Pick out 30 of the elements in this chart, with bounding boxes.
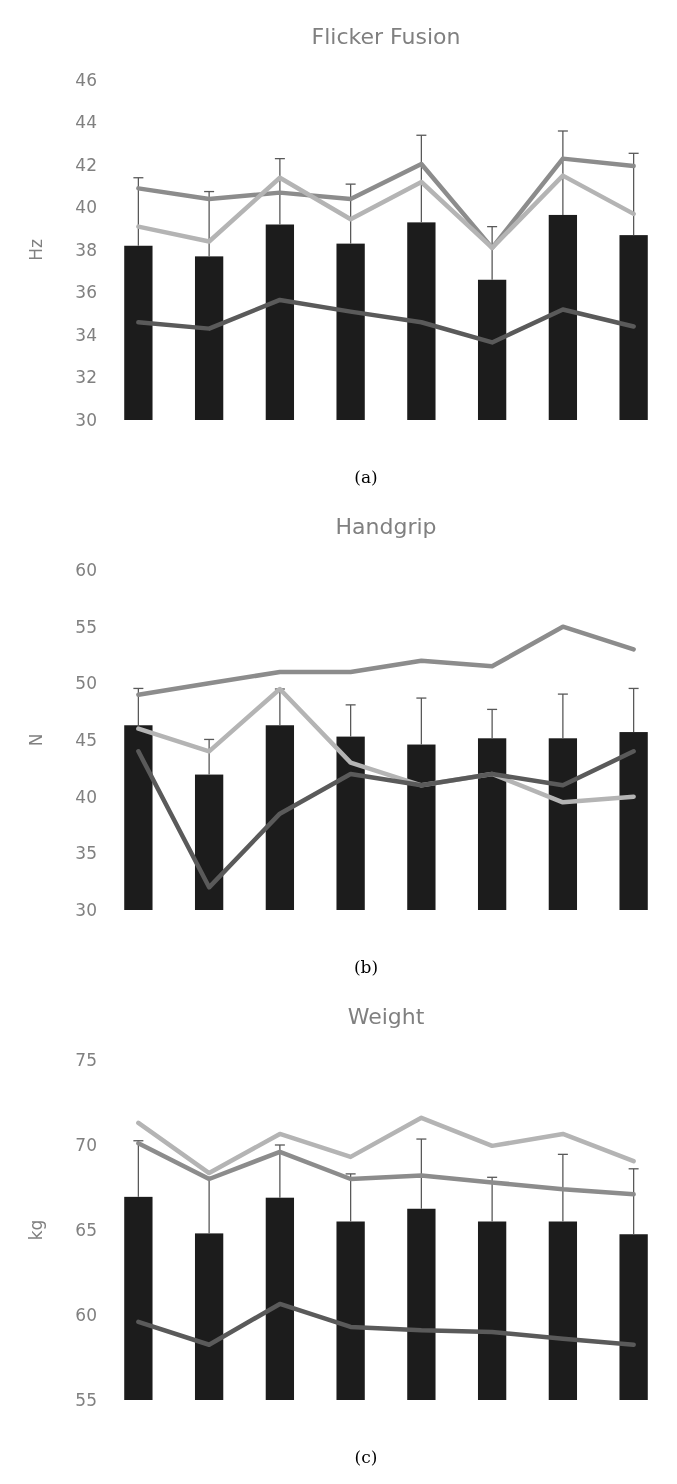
y-axis-title: N xyxy=(26,733,46,747)
chart-title: Flicker Fusion xyxy=(311,24,461,49)
chart-title: Weight xyxy=(347,1004,425,1029)
y-tick-label: 75 xyxy=(75,1049,97,1070)
y-axis-title: kg xyxy=(26,1219,46,1241)
y-tick-label: 34 xyxy=(75,324,97,345)
text: (c) xyxy=(354,1447,378,1467)
y-tick-label: 32 xyxy=(75,367,97,388)
chart-title: Handgrip xyxy=(335,514,437,539)
y-tick-label: 55 xyxy=(75,616,97,637)
y-tick-label: 65 xyxy=(75,1219,97,1240)
y-tick-label: 46 xyxy=(75,69,97,90)
y-tick-label: 40 xyxy=(75,786,97,807)
y-tick-label: 38 xyxy=(75,239,97,260)
y-tick-label: 30 xyxy=(75,899,97,920)
y-tick-label: 45 xyxy=(75,729,97,750)
y-tick-label: 70 xyxy=(75,1134,97,1155)
text: (a) xyxy=(354,467,378,487)
y-tick-label: 50 xyxy=(75,673,97,694)
y-tick-label: 35 xyxy=(75,843,97,864)
y-tick-label: 40 xyxy=(75,197,97,218)
y-tick-label: 42 xyxy=(75,154,97,175)
y-tick-label: 60 xyxy=(75,559,97,580)
y-tick-label: 55 xyxy=(75,1389,97,1410)
text: (b) xyxy=(353,957,379,977)
y-tick-label: 30 xyxy=(75,409,97,430)
y-tick-label: 36 xyxy=(75,282,97,303)
y-tick-label: 44 xyxy=(75,112,97,133)
y-axis-title: Hz xyxy=(26,239,46,261)
y-tick-label: 60 xyxy=(75,1304,97,1325)
